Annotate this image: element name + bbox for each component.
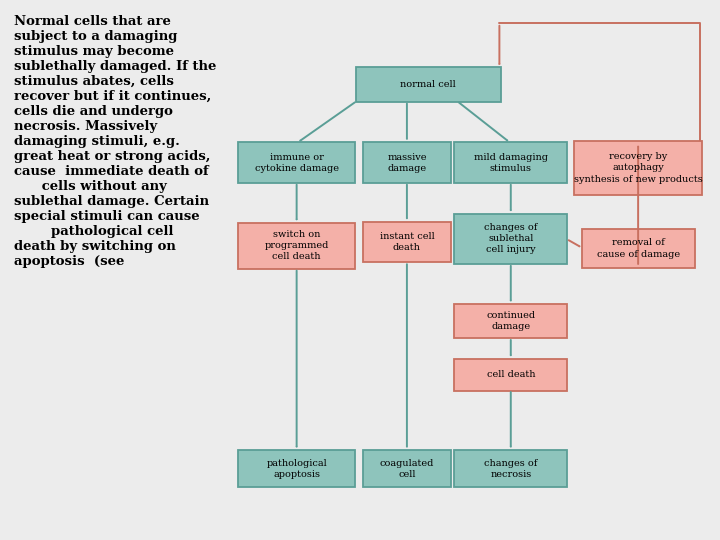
Text: coagulated
cell: coagulated cell: [379, 458, 434, 479]
FancyBboxPatch shape: [363, 221, 451, 262]
Text: recovery by
autophagy
synthesis of new products: recovery by autophagy synthesis of new p…: [574, 152, 703, 184]
FancyBboxPatch shape: [356, 68, 501, 102]
FancyBboxPatch shape: [454, 214, 567, 264]
Text: continued
damage: continued damage: [486, 311, 536, 331]
Text: pathological
apoptosis: pathological apoptosis: [266, 458, 327, 479]
FancyBboxPatch shape: [238, 450, 355, 487]
Text: changes of
necrosis: changes of necrosis: [484, 458, 537, 479]
FancyBboxPatch shape: [582, 229, 695, 268]
FancyBboxPatch shape: [454, 142, 567, 183]
Text: immune or
cytokine damage: immune or cytokine damage: [255, 152, 338, 173]
Text: removal of
cause of damage: removal of cause of damage: [597, 239, 680, 259]
FancyBboxPatch shape: [363, 142, 451, 183]
FancyBboxPatch shape: [238, 222, 355, 269]
Text: massive
damage: massive damage: [387, 152, 427, 173]
FancyBboxPatch shape: [238, 142, 355, 183]
FancyBboxPatch shape: [454, 304, 567, 338]
Text: switch on
programmed
cell death: switch on programmed cell death: [264, 230, 329, 261]
Text: normal cell: normal cell: [400, 80, 456, 89]
Text: mild damaging
stimulus: mild damaging stimulus: [474, 152, 548, 173]
Text: changes of
sublethal
cell injury: changes of sublethal cell injury: [484, 223, 537, 254]
Text: Normal cells that are
subject to a damaging
stimulus may become
sublethally dama: Normal cells that are subject to a damag…: [14, 15, 217, 268]
FancyBboxPatch shape: [454, 450, 567, 487]
FancyBboxPatch shape: [454, 359, 567, 390]
Text: cell death: cell death: [487, 370, 535, 379]
Text: instant cell
death: instant cell death: [379, 232, 434, 252]
FancyBboxPatch shape: [575, 141, 702, 194]
FancyBboxPatch shape: [363, 450, 451, 487]
